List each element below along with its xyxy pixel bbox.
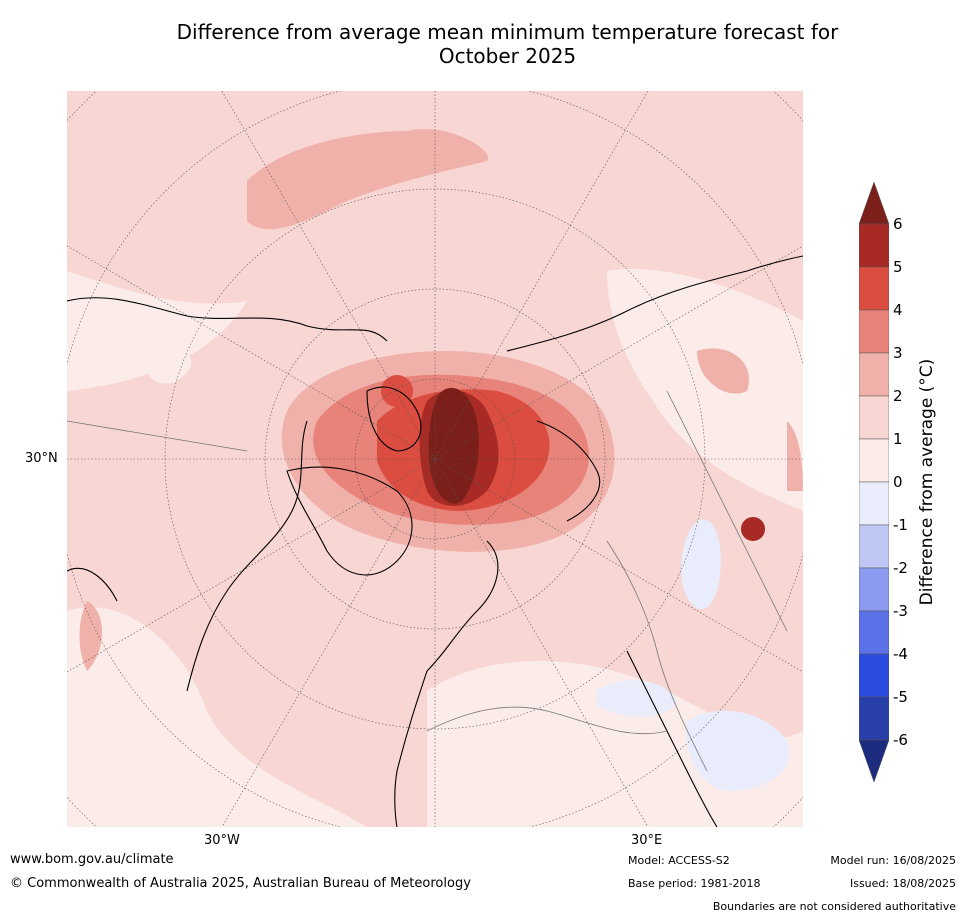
lat-label-30n: 30°N: [25, 451, 58, 466]
colorbar-tick-label: 1: [893, 430, 903, 448]
anomaly-patch-low-alaska: [144, 348, 192, 384]
anomaly-patch-2-east: [787, 421, 803, 491]
lon-label-30w: 30°W: [204, 833, 240, 848]
borders: [67, 390, 788, 772]
colorbar-band: [859, 610, 889, 655]
anomaly-patch-low-asia: [607, 269, 803, 511]
colorbar-segments: [859, 182, 889, 782]
colorbar-band: [859, 481, 889, 526]
colorbar-tick-label: 5: [893, 258, 903, 276]
colorbar: [859, 182, 889, 782]
anomaly-patch-2-west: [79, 601, 102, 671]
colorbar-tick-label: 6: [893, 215, 903, 233]
anomaly-cool-south-asia: [686, 710, 789, 791]
footer-copyright: © Commonwealth of Australia 2025, Austra…: [10, 876, 471, 891]
footer-issued: Issued: 18/08/2025: [849, 877, 956, 890]
colorbar-band: [859, 567, 889, 612]
colorbar-band: [859, 696, 889, 741]
lon-label-30e: 30°E: [631, 833, 663, 848]
colorbar-tick-label: 4: [893, 301, 903, 319]
anomaly-patch-low-pacific: [67, 271, 247, 391]
colorbar-band: [859, 352, 889, 397]
colorbar-band: [859, 266, 889, 311]
anomaly-core-6: [428, 387, 479, 504]
colorbar-band: [859, 309, 889, 354]
temperature-anomaly-map: [67, 91, 803, 827]
colorbar-tick-label: -4: [893, 645, 908, 663]
colorbar-band: [859, 223, 889, 268]
anomaly-patch-2-north-pacific: [247, 128, 489, 230]
footer-model-run: Model run: 16/08/2025: [830, 854, 956, 867]
colorbar-band: [859, 438, 889, 483]
anomaly-cool-central-asia: [681, 519, 721, 610]
colorbar-extension-high: [859, 182, 889, 225]
anomaly-cool-middle-east: [597, 680, 677, 717]
graticule: [67, 91, 803, 827]
footer-model: Model: ACCESS-S2: [628, 854, 730, 867]
colorbar-tick-label: -3: [893, 602, 908, 620]
colorbar-tick-label: 0: [893, 473, 903, 491]
coastlines: [67, 255, 803, 827]
anomaly-spot-4: [381, 375, 413, 407]
title-line-1: Difference from average mean minimum tem…: [176, 20, 839, 44]
footer-site: www.bom.gov.au/climate: [10, 852, 174, 867]
colorbar-tick-label: 3: [893, 344, 903, 362]
anomaly-patch-2-siberia: [697, 348, 749, 394]
colorbar-label: Difference from average (°C): [917, 358, 937, 606]
colorbar-extension-low: [859, 739, 889, 782]
footer-disclaimer: Boundaries are not considered authoritat…: [712, 900, 956, 913]
anomaly-patch-low-europe: [427, 661, 803, 827]
title-line-2: October 2025: [438, 44, 577, 68]
anomaly-spot-east: [741, 517, 765, 541]
colorbar-band: [859, 524, 889, 569]
colorbar-tick-label: -2: [893, 559, 908, 577]
map-title: Difference from average mean minimum tem…: [0, 20, 965, 68]
footer-base-period: Base period: 1981-2018: [628, 877, 761, 890]
colorbar-tick-label: -1: [893, 516, 908, 534]
colorbar-tick-label: -6: [893, 731, 908, 749]
colorbar-band: [859, 653, 889, 698]
map-canvas: [67, 91, 803, 827]
anomaly-patch-low-sw: [67, 607, 367, 827]
colorbar-tick-label: -5: [893, 688, 908, 706]
colorbar-tick-label: 2: [893, 387, 903, 405]
colorbar-band: [859, 395, 889, 440]
